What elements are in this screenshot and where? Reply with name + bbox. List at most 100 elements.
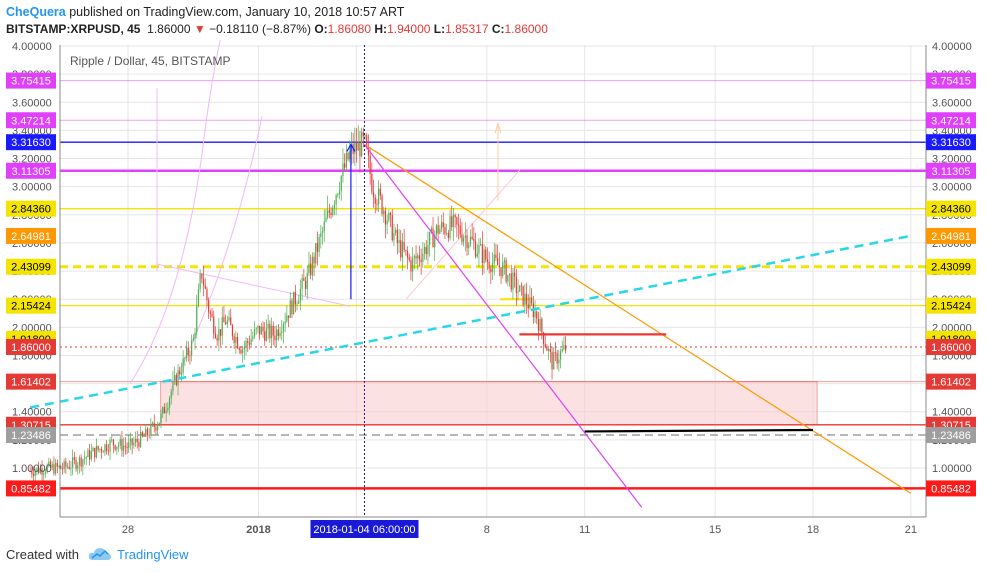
candle-body bbox=[546, 346, 548, 351]
candle-body bbox=[94, 447, 96, 458]
level-label-bg bbox=[6, 162, 56, 179]
candle-body bbox=[66, 466, 69, 468]
candle-body bbox=[175, 375, 177, 386]
candle-body bbox=[473, 238, 475, 242]
candle-body bbox=[289, 300, 291, 318]
candle-body bbox=[192, 338, 194, 341]
candle-body bbox=[457, 224, 460, 226]
price-chart[interactable]: 1.000001.000001.200001.200001.400001.400… bbox=[0, 40, 988, 538]
candle-body bbox=[148, 435, 150, 436]
open-value: 1.86080 bbox=[327, 22, 372, 36]
candle-body bbox=[255, 328, 257, 330]
candle-body bbox=[63, 461, 65, 470]
tradingview-cloud-icon[interactable] bbox=[88, 546, 112, 562]
candle-body bbox=[197, 289, 200, 307]
candle-body bbox=[565, 345, 567, 351]
candle-body bbox=[104, 444, 106, 453]
published-text: published on TradingView.com, January 10… bbox=[69, 5, 405, 19]
level-label-right: 3.11305 bbox=[926, 162, 976, 179]
candle-body bbox=[452, 215, 455, 228]
candle-body bbox=[141, 432, 143, 436]
candle-body bbox=[349, 150, 351, 160]
candle-body bbox=[145, 428, 147, 437]
author-name[interactable]: CheQuera bbox=[6, 5, 66, 19]
level-label-text: 1.86000 bbox=[931, 342, 971, 354]
candle-body bbox=[189, 355, 191, 356]
candle-body bbox=[463, 237, 465, 242]
candle-body bbox=[325, 217, 327, 222]
candle-body bbox=[236, 336, 239, 348]
candle-body bbox=[561, 349, 563, 352]
candle-body bbox=[497, 257, 499, 266]
candle-body bbox=[400, 240, 402, 258]
x-tick-label: 8 bbox=[484, 524, 490, 536]
candle-body bbox=[58, 465, 60, 467]
y-tick-right: 3.40000 bbox=[932, 125, 972, 137]
level-label-right: 2.43099 bbox=[926, 258, 976, 275]
candle-body bbox=[544, 344, 546, 347]
level-label-bg bbox=[926, 297, 976, 314]
candle-body bbox=[344, 163, 346, 168]
candle-body bbox=[444, 226, 446, 234]
candle-body bbox=[260, 326, 262, 335]
candle-body bbox=[163, 407, 166, 414]
candle-body bbox=[316, 243, 319, 252]
candle-body bbox=[235, 336, 237, 343]
publish-info: CheQuera published on TradingView.com, J… bbox=[6, 5, 404, 19]
candle-body bbox=[396, 229, 398, 244]
candle-body bbox=[340, 176, 342, 192]
y-tick-left: 3.20000 bbox=[12, 154, 52, 166]
candle-body bbox=[491, 263, 494, 273]
level-labels: 3.75415 3.75415 3.47214 3.47214 3.31630 3.316… bbox=[6, 72, 976, 497]
tradingview-link[interactable]: TradingView bbox=[117, 547, 189, 562]
candle-body bbox=[439, 228, 441, 234]
candle-body bbox=[70, 467, 72, 469]
candle-body bbox=[486, 259, 489, 262]
level-label-bg bbox=[926, 426, 976, 443]
level-label-right: 2.84360 bbox=[926, 200, 976, 217]
candle-body bbox=[354, 142, 356, 154]
candle-body bbox=[315, 243, 317, 264]
candle-body bbox=[119, 439, 121, 446]
candle-body bbox=[253, 329, 256, 337]
symbol-info: BITSTAMP:XRPUSD, 45 1.86000 ▼ −0.18110 (… bbox=[6, 22, 548, 36]
y-tick-left: 4.00000 bbox=[12, 41, 52, 53]
candle-body bbox=[461, 234, 463, 242]
candle-body bbox=[481, 244, 483, 264]
trendline bbox=[584, 428, 814, 433]
candle-body bbox=[464, 235, 466, 238]
candle-body bbox=[184, 357, 186, 359]
chart-header: CheQuera published on TradingView.com, J… bbox=[0, 0, 988, 40]
candle-body bbox=[168, 398, 171, 408]
candle-body bbox=[61, 468, 64, 470]
x-tick-label: 21 bbox=[905, 524, 917, 536]
candle-body bbox=[277, 329, 279, 336]
candle-body bbox=[60, 465, 62, 469]
candle-body bbox=[90, 451, 92, 460]
trendlines bbox=[29, 45, 912, 517]
candle-body bbox=[242, 349, 244, 354]
trendline bbox=[364, 144, 643, 508]
candle-body bbox=[412, 257, 414, 272]
candle-body bbox=[483, 249, 485, 264]
candle-body bbox=[134, 438, 137, 443]
candle-body bbox=[536, 311, 538, 319]
candle-body bbox=[153, 422, 155, 428]
candle-body bbox=[522, 285, 524, 305]
level-label-bg bbox=[926, 162, 976, 179]
fib-arcs bbox=[129, 40, 530, 391]
candle-body bbox=[114, 445, 116, 450]
level-label-left: 1.61402 bbox=[6, 373, 56, 390]
candle-body bbox=[226, 320, 228, 325]
candle-body bbox=[209, 312, 211, 314]
candle-body bbox=[514, 272, 516, 277]
level-label-left: 1.23486 bbox=[6, 426, 56, 443]
candle-body bbox=[493, 254, 495, 264]
candle-body bbox=[179, 370, 181, 375]
candle-body bbox=[446, 232, 448, 234]
candle-body bbox=[449, 216, 451, 238]
candle-body bbox=[362, 132, 364, 137]
level-label-text: 1.23486 bbox=[11, 430, 51, 442]
candle-body bbox=[174, 375, 176, 381]
level-label-bg bbox=[6, 134, 56, 151]
